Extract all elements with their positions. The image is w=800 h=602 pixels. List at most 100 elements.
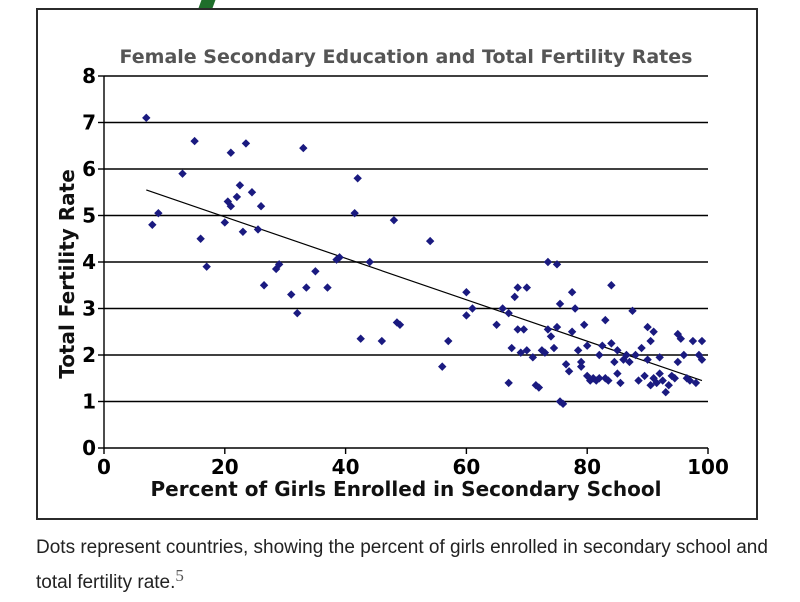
data-point [232, 192, 242, 202]
data-point [299, 143, 308, 153]
data-point [567, 327, 577, 336]
data-point [226, 202, 236, 211]
data-point [688, 336, 698, 346]
x-axis-label: Percent of Girls Enrolled in Secondary S… [151, 477, 662, 501]
y-axis-label: Total Fertility Rate [55, 169, 79, 379]
data-point [504, 308, 513, 318]
data-point [468, 304, 477, 313]
data-point [350, 208, 359, 218]
data-point [302, 283, 311, 292]
data-point [601, 374, 610, 383]
data-point [247, 188, 257, 197]
data-point [241, 139, 251, 148]
data-point [356, 334, 365, 343]
data-point [676, 334, 686, 343]
data-point [622, 350, 631, 360]
data-point [664, 381, 673, 390]
data-point [311, 267, 320, 276]
data-point [564, 367, 574, 376]
data-point [586, 376, 595, 385]
data-point [492, 320, 501, 329]
chart-caption: Dots represent countries, showing the pe… [36, 534, 776, 597]
data-point [661, 388, 670, 397]
data-point [610, 357, 619, 367]
data-point [673, 329, 682, 339]
data-point [631, 350, 640, 360]
data-point [235, 181, 245, 190]
data-point [353, 174, 362, 183]
data-point [395, 320, 405, 329]
data-point [507, 343, 516, 353]
data-point [598, 341, 607, 350]
data-point [323, 283, 332, 292]
data-point [679, 350, 689, 360]
data-point [462, 311, 471, 320]
data-point [567, 288, 577, 297]
data-point [634, 376, 643, 385]
y-tick-label: 0 [82, 436, 96, 460]
data-point [365, 257, 374, 267]
data-point [142, 113, 151, 123]
data-point [154, 208, 163, 218]
data-point [546, 332, 556, 341]
data-point [287, 290, 296, 299]
data-point [583, 341, 592, 350]
data-point [607, 281, 616, 290]
y-tick-label: 5 [82, 204, 96, 228]
data-point [259, 281, 269, 290]
data-point [438, 362, 447, 371]
data-point [389, 215, 399, 225]
data-point [691, 378, 701, 388]
y-tick-label: 7 [82, 111, 96, 135]
data-point [522, 283, 531, 292]
data-point [637, 343, 646, 353]
data-point [646, 336, 655, 346]
data-point [558, 399, 568, 409]
data-point [628, 306, 637, 316]
data-point [462, 288, 471, 297]
data-point [649, 327, 658, 336]
data-point [513, 283, 522, 292]
data-point [238, 227, 248, 236]
data-point [670, 374, 679, 383]
data-point [190, 136, 199, 146]
data-point [220, 218, 229, 227]
data-point [576, 357, 586, 367]
data-point [498, 304, 507, 313]
data-point [579, 320, 589, 329]
x-tick-label: 20 [211, 455, 239, 479]
data-point [573, 346, 583, 355]
chart-frame: 0 1 2 3 4 5 6 7 8 0 20 40 60 80 100 Female Secondary Ed… [36, 8, 758, 520]
data-point [643, 355, 652, 364]
data-point [148, 220, 157, 229]
y-tick-label: 3 [82, 297, 96, 321]
data-point [504, 378, 513, 388]
data-point [552, 260, 562, 269]
data-point [673, 357, 682, 367]
data-point [576, 362, 586, 371]
data-point [178, 169, 187, 178]
y-tick-label: 6 [82, 157, 96, 181]
data-point [561, 360, 571, 369]
data-point [595, 350, 604, 360]
data-point [658, 376, 667, 385]
chart-title: Female Secondary Education and Total Fer… [120, 46, 693, 68]
data-point [226, 148, 236, 157]
data-point [534, 383, 544, 392]
data-point [335, 253, 344, 262]
data-point [425, 236, 435, 246]
y-tick-label: 1 [82, 390, 96, 414]
data-point [595, 374, 604, 383]
x-tick-label: 0 [97, 455, 111, 479]
data-point [202, 262, 211, 271]
data-point [293, 308, 302, 318]
data-point [513, 325, 522, 334]
data-point [607, 339, 616, 348]
data-point [619, 355, 628, 364]
data-point [694, 350, 704, 360]
data-point [196, 234, 205, 243]
data-point [655, 353, 664, 362]
data-point [583, 371, 592, 381]
data-point [519, 325, 528, 334]
